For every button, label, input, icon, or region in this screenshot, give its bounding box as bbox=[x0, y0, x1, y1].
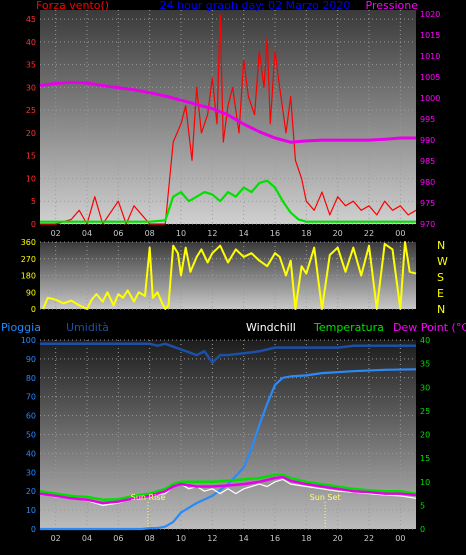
x-tick-label: 18 bbox=[301, 229, 311, 238]
x-tick-label: 16 bbox=[270, 534, 280, 543]
series-vento bbox=[40, 179, 416, 223]
dewpoint-label: Dew Point (°C) bbox=[393, 321, 466, 334]
x-tick-label: 08 bbox=[145, 229, 155, 238]
y-tick-label: 20 bbox=[26, 129, 36, 138]
y-tick-label: 5 bbox=[31, 197, 36, 206]
x-tick-label: 12 bbox=[207, 534, 217, 543]
y2-tick-label: 995 bbox=[420, 115, 435, 124]
dir-side-s: S bbox=[437, 271, 444, 284]
y2-tick-label: 1005 bbox=[420, 73, 440, 82]
y-tick-label: 15 bbox=[26, 152, 36, 161]
y-tick-label: 10 bbox=[26, 174, 36, 183]
x-tick-label: 18 bbox=[301, 534, 311, 543]
x-tick-label: 14 bbox=[239, 534, 249, 543]
y-tick-label: 30 bbox=[26, 468, 36, 477]
x-tick-label: 16 bbox=[270, 229, 280, 238]
y2-tick-label: 10 bbox=[420, 478, 430, 487]
dir-side-e: E bbox=[437, 287, 444, 300]
annotation-label: Sun Set bbox=[310, 493, 341, 502]
x-tick-label: 06 bbox=[113, 534, 123, 543]
y-tick-label: 70 bbox=[26, 393, 36, 402]
y2-tick-label: 1010 bbox=[420, 52, 440, 61]
series-pioggia bbox=[40, 368, 417, 531]
dir-side-n-bottom: N bbox=[437, 303, 445, 316]
x-tick-label: 12 bbox=[207, 229, 217, 238]
series-direzione-vento bbox=[42, 241, 417, 310]
series-pressione bbox=[39, 80, 416, 144]
y2-tick-label: 25 bbox=[420, 407, 430, 416]
x-tick-label: 10 bbox=[176, 534, 186, 543]
annotations: Sun Rise Sun Set bbox=[131, 493, 341, 529]
y2-tick-label: 1020 bbox=[420, 10, 440, 19]
y-tick-label: 80 bbox=[26, 374, 36, 383]
y-tick-label: 35 bbox=[26, 61, 36, 70]
y-tick-label: 90 bbox=[26, 355, 36, 364]
y2-tick-label: 20 bbox=[420, 431, 430, 440]
series-umidit- bbox=[40, 342, 416, 364]
y2-tick-label: 0 bbox=[420, 525, 425, 534]
x-tick-label: 04 bbox=[82, 229, 92, 238]
annotation-label: Sun Rise bbox=[131, 493, 166, 502]
y-tick-label: 20 bbox=[26, 487, 36, 496]
y-tick-label: 180 bbox=[21, 272, 36, 281]
x-tick-label: 00 bbox=[395, 229, 405, 238]
wind-right-label: Pressione bbox=[366, 0, 419, 12]
y2-tick-label: 40 bbox=[420, 336, 430, 345]
chart-title: 24 hour graph day: 02 Marzo 2020 bbox=[160, 0, 351, 12]
temperature-label: Temperatura bbox=[313, 321, 384, 334]
y-tick-label: 90 bbox=[26, 288, 36, 297]
y2-tick-label: 985 bbox=[420, 157, 435, 166]
y2-tick-label: 35 bbox=[420, 360, 430, 369]
y-tick-label: 0 bbox=[31, 305, 36, 314]
y2-tick-label: 15 bbox=[420, 454, 430, 463]
y2-tick-label: 990 bbox=[420, 136, 435, 145]
y-tick-label: 40 bbox=[26, 449, 36, 458]
wind-panel-bg bbox=[40, 10, 416, 224]
series-raffica bbox=[40, 14, 417, 225]
x-tick-label: 00 bbox=[395, 534, 405, 543]
y-tick-label: 30 bbox=[26, 83, 36, 92]
wind-left-label: Forza vento() bbox=[36, 0, 109, 12]
y2-tick-label: 975 bbox=[420, 199, 435, 208]
x-tick-label: 04 bbox=[82, 534, 92, 543]
series-lines bbox=[39, 14, 417, 531]
y2-tick-label: 980 bbox=[420, 178, 435, 187]
y-tick-label: 0 bbox=[31, 220, 36, 229]
y-tick-label: 270 bbox=[21, 255, 36, 264]
y-tick-label: 45 bbox=[26, 15, 36, 24]
y2-tick-label: 1000 bbox=[420, 94, 440, 103]
y-tick-label: 100 bbox=[21, 336, 36, 345]
series-dew-point bbox=[39, 475, 417, 505]
humidity-label: Umidità bbox=[66, 321, 109, 334]
tick-labels: 0510152025303540459709759809859909951000… bbox=[21, 10, 441, 543]
gridlines bbox=[40, 10, 416, 530]
x-tick-label: 08 bbox=[145, 534, 155, 543]
rain-label: Pioggia bbox=[1, 321, 41, 334]
y-tick-label: 25 bbox=[26, 106, 36, 115]
y-tick-label: 360 bbox=[21, 238, 36, 247]
x-tick-label: 20 bbox=[333, 229, 343, 238]
y-tick-label: 10 bbox=[26, 506, 36, 515]
dir-side-n-top: N bbox=[437, 239, 445, 252]
windchill-label: Windchill bbox=[246, 321, 296, 334]
dir-side-w: W bbox=[437, 255, 448, 268]
x-tick-label: 02 bbox=[51, 534, 61, 543]
x-tick-label: 06 bbox=[113, 229, 123, 238]
x-tick-label: 10 bbox=[176, 229, 186, 238]
y2-tick-label: 5 bbox=[420, 501, 425, 510]
y-tick-label: 60 bbox=[26, 412, 36, 421]
y2-tick-label: 30 bbox=[420, 383, 430, 392]
y2-tick-label: 1015 bbox=[420, 31, 440, 40]
x-tick-label: 22 bbox=[364, 229, 374, 238]
y-tick-label: 50 bbox=[26, 431, 36, 440]
x-tick-label: 20 bbox=[333, 534, 343, 543]
series-temperatura bbox=[39, 473, 417, 501]
x-tick-label: 22 bbox=[364, 534, 374, 543]
y2-tick-label: 970 bbox=[420, 220, 435, 229]
x-tick-label: 02 bbox=[51, 229, 61, 238]
y-tick-label: 40 bbox=[26, 38, 36, 47]
y-tick-label: 0 bbox=[31, 525, 36, 534]
x-tick-label: 14 bbox=[239, 229, 249, 238]
